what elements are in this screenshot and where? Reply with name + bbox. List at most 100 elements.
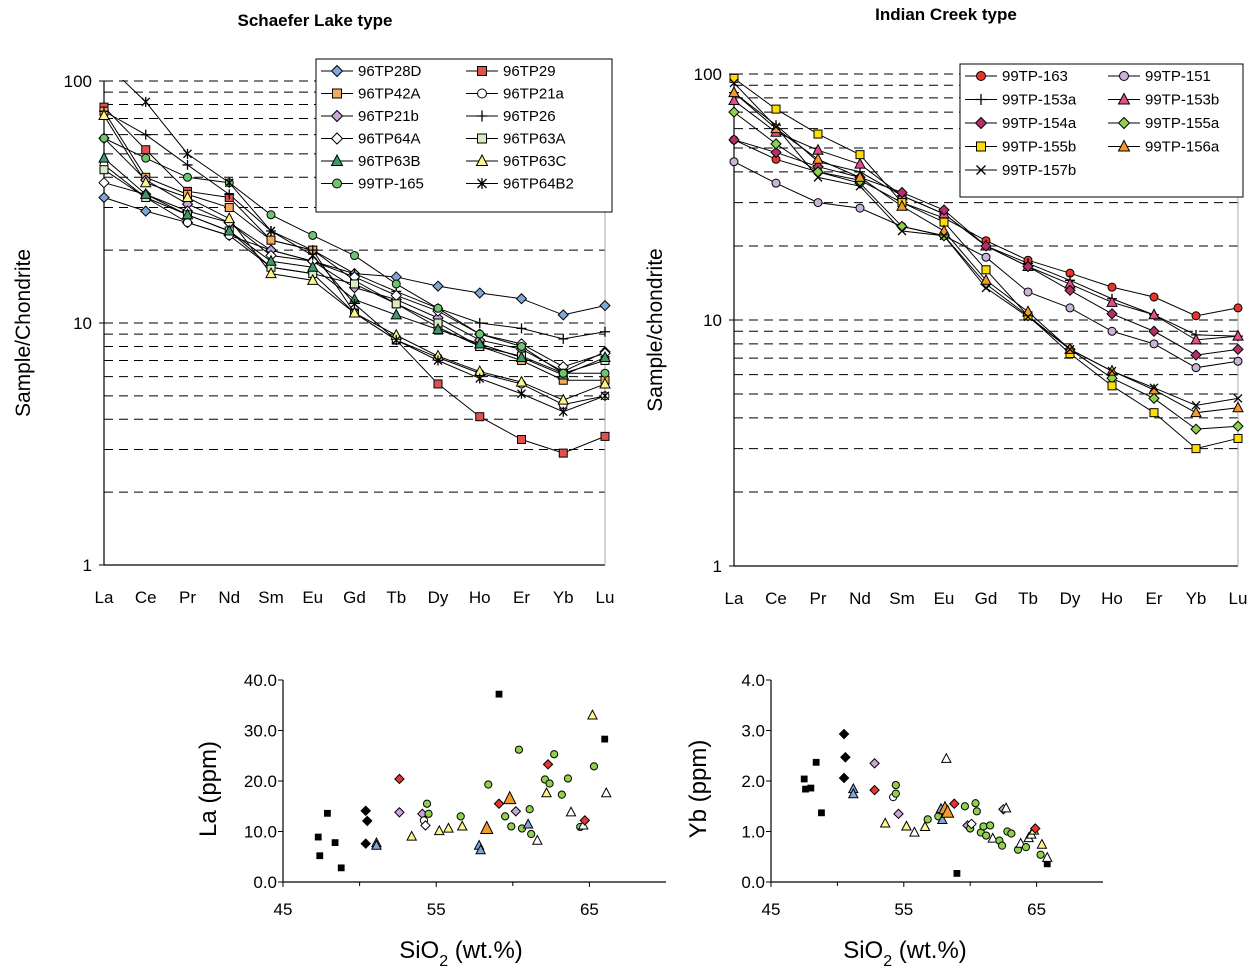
data-point: [98, 151, 110, 163]
data-point: [1036, 838, 1048, 849]
data-point: [545, 779, 554, 788]
data-point: [422, 799, 432, 808]
data-point: [879, 817, 891, 828]
data-point: [474, 318, 485, 328]
data-point: [563, 774, 573, 783]
data-point: [391, 279, 401, 289]
y-tick-label: 2.0: [741, 772, 765, 791]
data-point: [997, 841, 1007, 850]
data-point: [1107, 381, 1117, 391]
y-tick-label: 10: [703, 311, 722, 330]
data-point: [1232, 420, 1244, 432]
data-point: [517, 435, 526, 445]
y-tick-label: 0.0: [253, 873, 277, 892]
x-tick-label: Tb: [386, 588, 406, 607]
y-tick-label: 0.0: [741, 873, 765, 892]
data-point: [139, 176, 152, 188]
data-point: [1107, 282, 1117, 292]
data-point: [394, 773, 405, 785]
x-label-part: (wt.%): [892, 937, 967, 964]
data-point: [891, 780, 900, 790]
legend-marker: [975, 94, 987, 105]
legend-label: 96TP63C: [503, 153, 567, 170]
data-point: [923, 815, 932, 824]
y-tick-label: 3.0: [741, 722, 765, 741]
data-point: [98, 108, 110, 121]
data-point: [869, 758, 880, 769]
data-point: [565, 806, 577, 817]
x-tick-label: La: [725, 589, 744, 608]
data-point: [475, 373, 485, 384]
x-label-part: SiO: [843, 937, 883, 964]
x-axis-label: SiO2 (wt.%): [399, 937, 523, 970]
data-point: [1041, 851, 1053, 862]
data-point: [1064, 284, 1076, 297]
y-tick-label: 40.0: [244, 671, 277, 690]
data-point: [522, 818, 534, 829]
x-tick-label: Gd: [343, 588, 366, 607]
data-point: [818, 809, 825, 817]
data-point: [770, 138, 782, 150]
data-point: [728, 86, 740, 98]
x-tick-label: 65: [580, 900, 599, 919]
data-point: [424, 809, 433, 818]
legend-marker: [332, 178, 342, 189]
data-point: [728, 134, 740, 146]
data-point: [360, 805, 372, 817]
data-point: [456, 812, 465, 821]
data-point: [141, 153, 151, 163]
data-point: [265, 254, 277, 266]
legend-label: 99TP-153b: [1145, 92, 1219, 109]
data-point: [350, 279, 359, 289]
data-point: [980, 273, 992, 285]
data-point: [966, 818, 977, 830]
data-point: [224, 189, 235, 200]
legend-marker: [1119, 71, 1129, 81]
data-point: [308, 230, 318, 240]
legend-marker: [477, 133, 487, 144]
data-point: [908, 826, 920, 837]
series-layer: [98, 80, 611, 458]
data-point: [516, 323, 527, 334]
data-point: [515, 375, 528, 387]
legend-marker: [1117, 116, 1131, 130]
x-tick-label: 45: [274, 900, 293, 919]
x-tick-label: Ho: [1101, 589, 1123, 608]
data-point: [515, 293, 528, 305]
y-tick-label: 100: [64, 72, 92, 91]
data-point: [600, 390, 610, 401]
data-point: [1106, 295, 1118, 307]
data-point: [770, 146, 782, 159]
legend: 99TP-163 99TP-151 99TP-153a 99TP-153b 99TP-1…: [959, 63, 1244, 198]
data-point: [266, 235, 276, 245]
legend-marker: [330, 64, 344, 78]
data-point: [807, 784, 815, 792]
data-point: [600, 786, 612, 798]
data-point: [557, 393, 570, 405]
x-tick-label: Gd: [975, 589, 998, 608]
legend-label: 96TP21a: [503, 86, 565, 103]
data-point: [223, 212, 236, 224]
data-point: [493, 798, 505, 810]
data-point: [391, 335, 401, 346]
data-point: [558, 406, 568, 417]
legend-label: 99TP-156a: [1145, 139, 1220, 156]
data-point: [579, 815, 591, 826]
data-point: [897, 226, 907, 236]
legend-label: 99TP-151: [1145, 68, 1211, 85]
x-tick-label: 45: [762, 900, 781, 919]
data-point: [337, 864, 345, 872]
x-tick-label: Ho: [469, 588, 491, 607]
data-point: [1148, 308, 1160, 320]
y-tick-label: 100: [694, 65, 722, 84]
data-point: [433, 824, 445, 836]
data-point: [847, 787, 859, 799]
data-point: [517, 341, 526, 351]
data-point: [484, 780, 493, 789]
y-tick-label: 30.0: [244, 722, 277, 741]
data-point: [1000, 802, 1012, 813]
legend-label: 99TP-154a: [1002, 115, 1077, 132]
data-point: [971, 799, 980, 808]
legend-marker: [976, 141, 986, 152]
data-point: [599, 299, 611, 312]
